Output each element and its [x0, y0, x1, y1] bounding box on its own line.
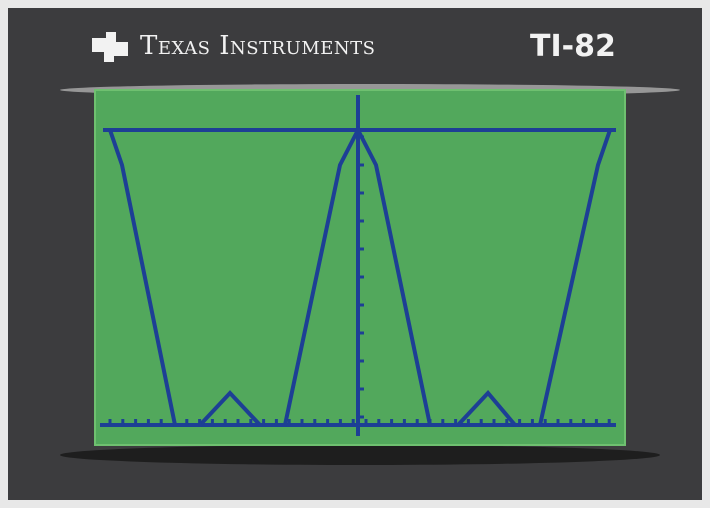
- model-name: TI-82: [530, 29, 616, 64]
- calculator-photo: Texas Instruments TI-82: [0, 0, 710, 508]
- screen-shadow: [60, 445, 660, 465]
- brand-name: Texas Instruments: [140, 31, 376, 61]
